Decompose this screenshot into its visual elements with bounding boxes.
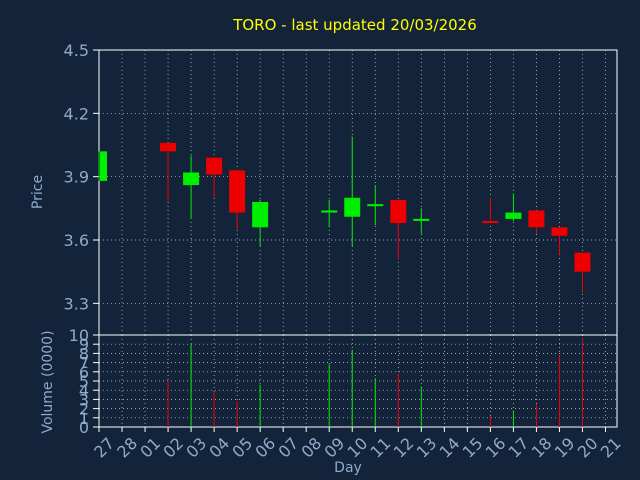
volume-tick-label: 8 (79, 344, 89, 363)
volume-axis-label: Volume (0000) (40, 330, 56, 433)
candle-body (390, 199, 407, 224)
price-tick-label: 4.5 (64, 41, 89, 60)
candle-body (183, 172, 200, 186)
candle-body (482, 221, 499, 224)
volume-tick-label: 6 (79, 363, 89, 382)
candle-body (206, 157, 223, 175)
price-tick-label: 3.9 (64, 168, 89, 187)
candle-body (528, 210, 545, 228)
day-axis-label: Day (334, 460, 362, 476)
candle-body (229, 170, 246, 213)
day-tick-label: 21 (597, 434, 625, 462)
volume-tick-label: 3 (79, 390, 89, 409)
candle-body (100, 151, 107, 181)
volume-frame (98, 334, 618, 428)
candle-body (344, 197, 361, 217)
candle-body (505, 212, 522, 219)
volume-tick-label: 7 (79, 354, 89, 373)
volume-tick-label: 4 (79, 381, 89, 400)
candle-body (321, 210, 338, 213)
volume-tick-label: 10 (69, 326, 89, 345)
volume-tick-label: 1 (79, 409, 89, 428)
candle-body (574, 252, 591, 272)
chart-title: TORO - last updated 20/03/2026 (232, 16, 477, 34)
candle-body (367, 204, 384, 207)
day-axis: 2728010203040506070809101112131415161718… (90, 427, 625, 462)
volume-tick-label: 9 (79, 335, 89, 354)
candle-body (160, 142, 177, 152)
price-tick-label: 4.2 (64, 104, 89, 123)
price-axis-label: Price (30, 175, 46, 209)
volume-tick-label: 5 (79, 372, 89, 391)
price-tick-label: 3.6 (64, 231, 89, 250)
price-frame (98, 49, 618, 336)
volume-tick-label: 2 (79, 400, 89, 419)
price-tick-label: 3.3 (64, 294, 89, 313)
price-panel: 4.5 4.2 3.9 3.6 3.3 (64, 41, 618, 336)
candle-body (413, 218, 430, 221)
volume-tick-label: 0 (79, 418, 89, 437)
candle-body (551, 227, 568, 236)
candle-body (252, 202, 269, 228)
